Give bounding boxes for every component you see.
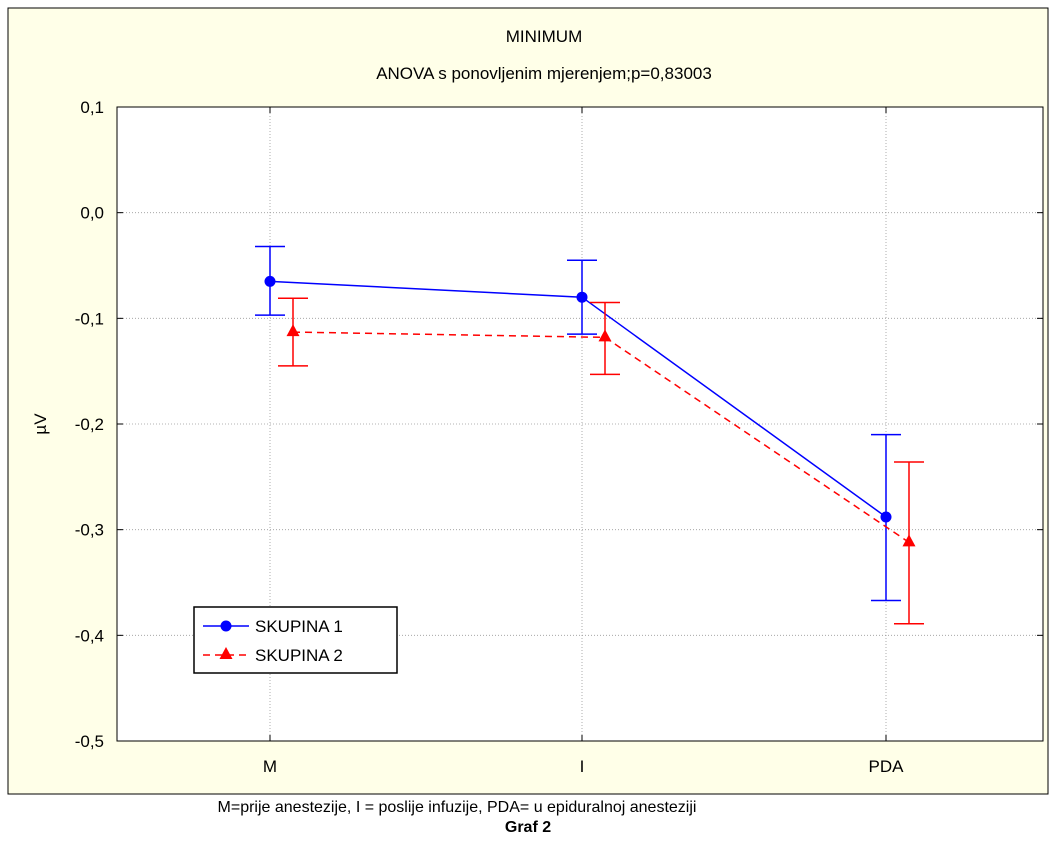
y-tick-label: -0,5 <box>75 732 104 751</box>
legend-label-skupina-2: SKUPINA 2 <box>255 646 343 665</box>
chart-title: MINIMUM <box>506 27 582 46</box>
y-axis-label: µV <box>31 413 50 435</box>
data-point <box>902 534 916 547</box>
y-tick-label: -0,4 <box>75 626 104 645</box>
legend-marker-skupina-2 <box>219 647 233 659</box>
legend: SKUPINA 1 SKUPINA 2 <box>193 606 398 674</box>
series-2 <box>278 297 924 625</box>
series <box>255 245 924 625</box>
data-point <box>880 511 892 523</box>
chart-subtitle: ANOVA s ponovljenim mjerenjem;p=0,83003 <box>376 64 712 83</box>
data-point <box>576 291 588 303</box>
y-tick-label: -0,3 <box>75 521 104 540</box>
data-point <box>264 275 276 287</box>
legend-marker-skupina-1 <box>220 620 232 632</box>
x-tick-label: M <box>263 757 277 776</box>
y-tick-label: 0,1 <box>80 98 104 117</box>
x-tick-label: I <box>580 757 585 776</box>
caption: M=prije anestezije, I = poslije infuzije… <box>218 799 697 816</box>
y-tick-label: -0,1 <box>75 309 104 328</box>
legend-box <box>193 606 398 674</box>
data-point <box>598 329 612 342</box>
figure-label: Graf 2 <box>505 819 551 836</box>
x-tick-label: PDA <box>869 757 905 776</box>
axis-ticks: 0,1 0,0 -0,1 -0,2 -0,3 -0,4 -0,5 M I PDA <box>75 98 1043 776</box>
series-1 <box>255 245 901 602</box>
data-point <box>286 324 300 337</box>
y-tick-label: 0,0 <box>80 204 104 223</box>
y-tick-label: -0,2 <box>75 415 104 434</box>
legend-label-skupina-1: SKUPINA 1 <box>255 617 343 636</box>
